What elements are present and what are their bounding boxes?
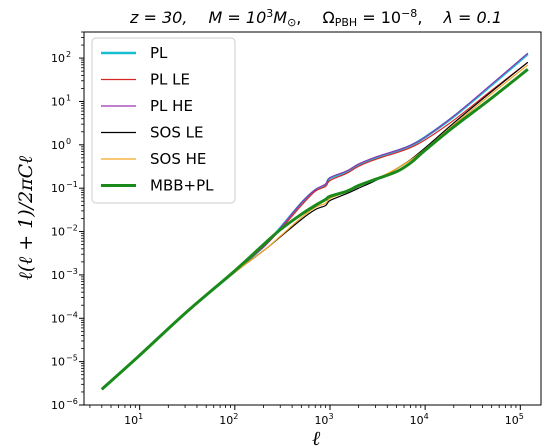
y-tick-exponent: −4 <box>66 310 78 319</box>
legend-label: PL <box>150 44 168 62</box>
y-tick-label: 10 <box>51 95 65 108</box>
y-tick-exponent: −5 <box>66 354 78 363</box>
y-axis-label: ℓ(ℓ + 1)/2πCℓ <box>15 156 37 280</box>
legend: PL PL LE PL HE SOS LE SOS HE MBB+PL <box>91 37 236 204</box>
y-tick-exponent: 0 <box>66 137 71 146</box>
y-tick-label: 10 <box>51 269 65 282</box>
legend-label: MBB+PL <box>150 177 214 195</box>
legend-label: SOS HE <box>150 150 206 168</box>
x-axis-label: ℓ <box>312 426 321 448</box>
legend-label: PL HE <box>150 97 193 115</box>
y-tick-exponent: 2 <box>66 50 71 59</box>
y-tick-exponent: −1 <box>66 180 78 189</box>
y-tick-exponent: −6 <box>66 397 78 406</box>
x-tick-label: 101 <box>124 412 143 427</box>
y-tick-label: 10 <box>51 226 65 239</box>
plot-area <box>100 52 529 391</box>
legend-label: SOS LE <box>150 124 203 142</box>
x-tick-label: 102 <box>219 412 238 427</box>
y-tick-label: 10 <box>51 139 65 152</box>
y-tick-label: 10 <box>51 312 65 325</box>
y-tick-label: 10 <box>51 182 65 195</box>
x-tick-label: 105 <box>505 412 524 427</box>
y-tick-exponent: 1 <box>66 93 71 102</box>
legend-label: PL LE <box>150 71 190 89</box>
y-tick-label: 10 <box>51 399 65 412</box>
x-tick-label: 104 <box>410 412 429 427</box>
y-tick-label: 10 <box>51 356 65 369</box>
y-tick-exponent: −2 <box>66 224 78 233</box>
y-tick-label: 10 <box>51 52 65 65</box>
chart-title: z = 30, M = 103M⊙, ΩPBH = 10−8, λ = 0.1 <box>129 7 502 29</box>
y-tick-exponent: −3 <box>66 267 78 276</box>
x-tick-label: 103 <box>314 412 333 427</box>
series-line-mbb-pl <box>100 68 529 391</box>
